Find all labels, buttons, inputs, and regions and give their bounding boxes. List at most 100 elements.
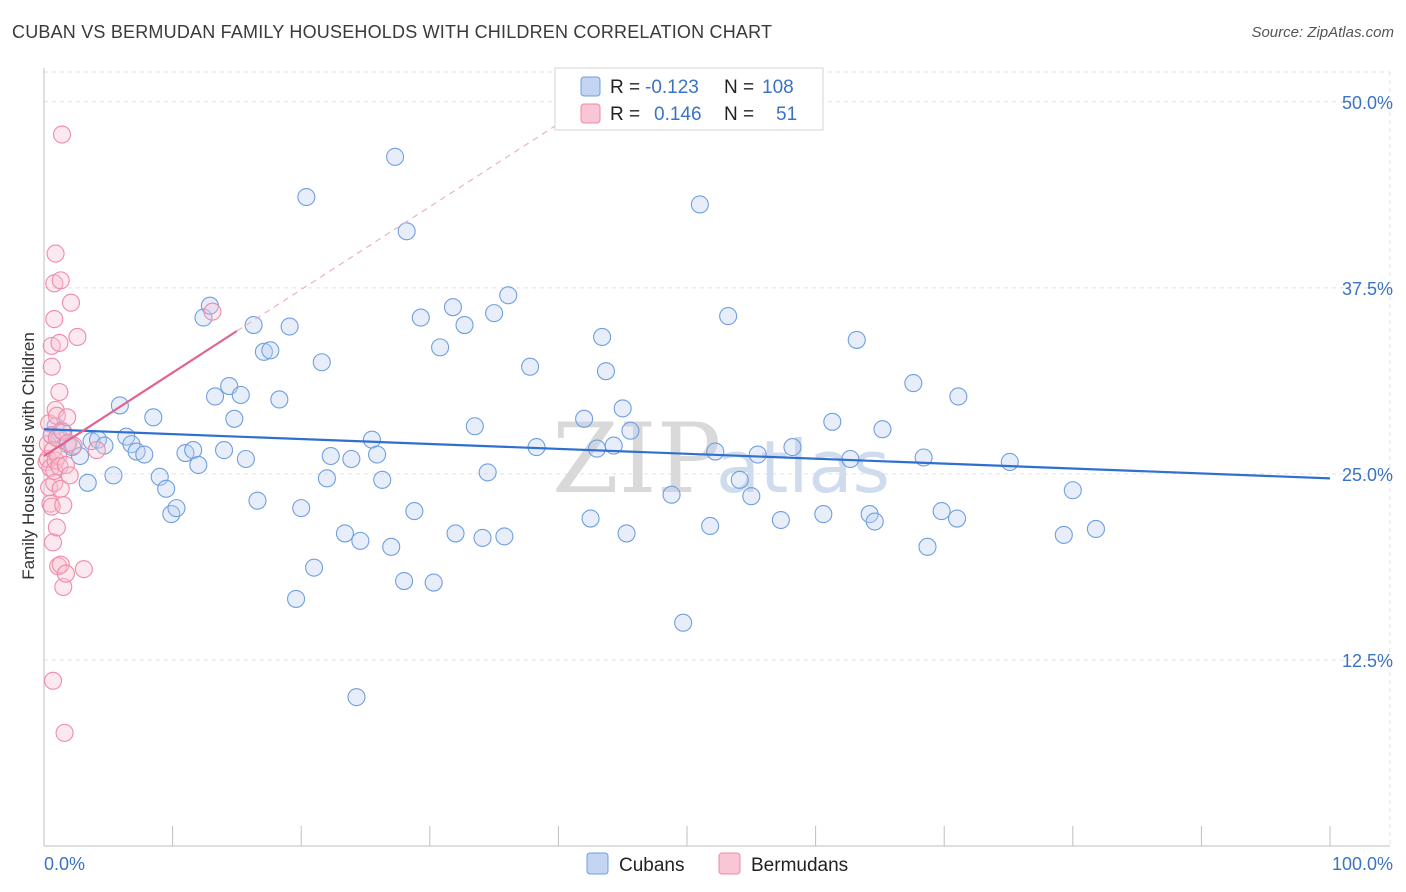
cuban-point-93 (823, 412, 842, 431)
legend-r-label-1: R = (610, 77, 640, 98)
bermudan-point-38 (56, 455, 75, 475)
cuban-point-28 (214, 441, 234, 460)
cuban-point-68 (495, 527, 514, 546)
legend-r-value-1: -0.123 (645, 77, 699, 98)
cuban-point-49 (351, 531, 370, 550)
x-tick-labels: 0.0% 100.0% (44, 854, 1393, 874)
cuban-point-66 (478, 463, 497, 482)
bermudan-point-13 (43, 533, 63, 552)
legend-label-bermudans: Bermudans (751, 855, 848, 876)
axes (43, 68, 1390, 847)
cuban-point-6 (70, 446, 90, 466)
y-tick-label-0: 12.5% (1342, 651, 1393, 671)
cuban-point-54 (386, 147, 405, 166)
legend-swatch-cubans (580, 76, 601, 97)
bermudan-point-36 (55, 723, 74, 742)
cuban-point-24 (189, 455, 208, 475)
cuban-point-72 (575, 409, 594, 428)
legend-r-label-2: R = (610, 104, 640, 125)
cuban-point-31 (231, 385, 250, 405)
bermudan-point-41 (60, 466, 79, 485)
cuban-point-17 (144, 408, 163, 427)
cuban-point-39 (287, 589, 306, 608)
cuban-point-34 (248, 491, 267, 510)
bermudan-point-8 (42, 426, 61, 445)
cuban-point-89 (748, 445, 767, 464)
cuban-point-52 (373, 470, 392, 489)
cuban-point-92 (814, 505, 833, 524)
cuban-point-103 (948, 509, 967, 528)
cuban-point-32 (236, 449, 255, 469)
cuban-point-47 (342, 449, 361, 469)
legend-n-value-2: 51 (776, 104, 797, 125)
stats-legend: R = -0.123 N = 108 R = 0.146 N = 51 (554, 67, 824, 131)
cuban-point-74 (587, 439, 607, 458)
cuban-point-48 (347, 688, 366, 707)
cuban-point-78 (613, 399, 632, 418)
legend-n-label-1: N = (724, 77, 754, 98)
cuban-point-79 (617, 524, 636, 543)
cuban-point-20 (162, 505, 181, 524)
cuban-point-102 (932, 502, 951, 521)
cuban-point-65 (473, 528, 492, 547)
bermudan-point-27 (50, 333, 69, 352)
cuban-point-82 (674, 613, 693, 632)
legend-r-value-2: 0.146 (654, 104, 702, 125)
bermudan-point-34 (54, 496, 73, 515)
cuban-point-36 (261, 341, 280, 360)
cuban-point-19 (157, 479, 176, 498)
cuban-point-86 (719, 307, 738, 326)
cuban-point-90 (771, 510, 790, 530)
cubans-points (42, 147, 1105, 707)
cuban-point-107 (1063, 481, 1082, 500)
bermudan-point-39 (58, 408, 77, 427)
bermudan-point-20 (46, 244, 65, 263)
cuban-point-85 (706, 442, 725, 461)
y-tick-label-2: 37.5% (1342, 279, 1393, 299)
cuban-point-80 (621, 421, 640, 440)
cuban-point-40 (292, 499, 311, 518)
cuban-point-81 (662, 485, 681, 504)
legend-label-cubans: Cubans (619, 855, 685, 876)
x-tick-label-max: 100.0% (1332, 854, 1393, 874)
bermudan-point-35 (54, 577, 73, 597)
y-axis-label: Family Households with Children (19, 332, 38, 580)
cuban-point-37 (270, 390, 289, 409)
bermudan-point-22 (47, 518, 66, 537)
watermark-zip: ZIP (552, 403, 721, 515)
cuban-point-58 (411, 308, 430, 327)
cuban-point-62 (446, 524, 465, 543)
cuban-point-46 (335, 524, 354, 543)
bermudan-point-30 (51, 271, 70, 290)
legend-swatch-cubans-bottom (586, 852, 609, 875)
chart-source: Source: ZipAtlas.com (1251, 24, 1394, 41)
watermark: ZIP atlas (552, 403, 890, 515)
trend-lines (43, 81, 1331, 480)
cuban-point-73 (581, 509, 600, 528)
cuban-point-7 (78, 473, 97, 492)
legend-n-label-2: N = (724, 104, 754, 125)
cuban-point-43 (312, 353, 331, 372)
cuban-point-87 (730, 470, 749, 489)
bermudan-point-26 (50, 382, 69, 402)
x-tick-label-min: 0.0% (44, 854, 85, 874)
bermudan-point-15 (45, 310, 64, 329)
cuban-point-45 (321, 446, 340, 466)
bermudans-trend-line (43, 330, 238, 457)
bermudan-point-37 (56, 564, 75, 583)
bermudan-point-47 (203, 302, 222, 321)
cuban-point-53 (382, 537, 401, 556)
cubans-trend-line (43, 428, 1331, 480)
cuban-point-11 (104, 466, 123, 485)
cuban-point-60 (431, 338, 450, 357)
cuban-point-99 (904, 374, 923, 393)
legend-swatch-bermudans (580, 103, 601, 124)
cuban-point-18 (150, 467, 169, 486)
cuban-point-106 (1054, 525, 1073, 544)
cuban-point-59 (424, 573, 443, 592)
cuban-point-51 (368, 445, 387, 464)
cuban-point-83 (690, 195, 709, 214)
cuban-point-56 (397, 222, 416, 241)
cuban-point-97 (865, 512, 884, 531)
